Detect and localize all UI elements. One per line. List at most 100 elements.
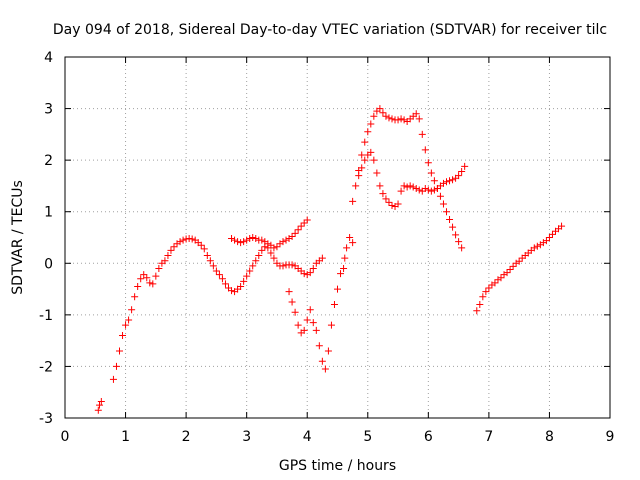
data-point — [143, 274, 151, 282]
data-point — [112, 362, 120, 370]
data-point — [185, 235, 193, 243]
data-point — [140, 271, 148, 279]
data-point — [203, 252, 211, 260]
data-point — [240, 277, 248, 285]
data-point — [379, 190, 387, 198]
data-point — [209, 262, 217, 270]
data-point — [125, 316, 133, 324]
data-point — [188, 235, 196, 243]
y-tick-label: 0 — [44, 256, 53, 272]
data-point — [409, 183, 417, 191]
x-tick-label: 6 — [424, 429, 433, 445]
data-point — [288, 298, 296, 306]
data-point — [503, 269, 511, 277]
grid — [65, 57, 610, 418]
data-point — [394, 116, 402, 124]
data-point — [388, 202, 396, 210]
data-point — [300, 326, 308, 334]
x-tick-label: 3 — [242, 429, 251, 445]
data-point — [270, 244, 278, 252]
data-point — [446, 215, 454, 223]
data-point — [485, 284, 493, 292]
data-point — [318, 357, 326, 365]
data-point — [321, 365, 329, 373]
data-point — [430, 186, 438, 194]
data-point — [382, 112, 390, 120]
data-point — [458, 244, 466, 252]
data-point — [473, 307, 481, 315]
data-point — [300, 219, 308, 227]
data-point — [415, 186, 423, 194]
data-point — [215, 271, 223, 279]
data-point — [312, 326, 320, 334]
y-tick-label: 1 — [44, 205, 53, 221]
data-point — [439, 179, 447, 187]
data-point — [249, 262, 257, 270]
data-point — [294, 226, 302, 234]
data-point — [476, 301, 484, 309]
data-point — [240, 238, 248, 246]
data-point — [303, 216, 311, 224]
data-point — [382, 195, 390, 203]
data-point — [415, 115, 423, 123]
data-point — [376, 105, 384, 113]
x-tick-labels: 0 1 2 3 4 5 6 7 8 9 — [61, 429, 615, 445]
data-point — [388, 115, 396, 123]
data-point — [394, 200, 402, 208]
data-point — [306, 306, 314, 314]
data-point — [349, 239, 357, 247]
data-point — [430, 177, 438, 185]
data-point — [439, 200, 447, 208]
data-point — [373, 169, 381, 177]
data-point — [424, 159, 432, 167]
data-point — [542, 237, 550, 245]
data-point — [237, 282, 245, 290]
x-tick-label: 2 — [182, 429, 191, 445]
data-point — [545, 234, 553, 241]
data-point — [258, 246, 266, 254]
x-tick-label: 1 — [121, 429, 130, 445]
data-point — [176, 238, 184, 246]
data-point — [122, 321, 130, 329]
data-point — [282, 236, 290, 244]
x-tick-label: 9 — [606, 429, 615, 445]
data-point — [443, 208, 450, 216]
data-point — [291, 308, 299, 316]
data-point — [285, 288, 293, 296]
data-point — [231, 236, 239, 244]
data-point — [197, 241, 205, 249]
data-point — [264, 240, 272, 248]
data-point — [334, 285, 341, 293]
data-point — [427, 187, 435, 195]
data-point — [273, 243, 281, 251]
data-point — [455, 238, 463, 246]
data-point — [533, 242, 541, 250]
data-point — [358, 164, 366, 172]
data-point — [479, 293, 487, 301]
data-point — [228, 235, 236, 243]
data-point — [297, 222, 305, 230]
data-point — [206, 257, 214, 265]
y-tick-label: -3 — [39, 411, 53, 427]
x-axis-title: GPS time / hours — [279, 458, 396, 474]
data-point — [343, 244, 351, 252]
data-point — [228, 287, 236, 295]
data-point — [246, 267, 254, 275]
data-point — [446, 177, 454, 185]
data-point — [412, 185, 420, 193]
data-point — [509, 262, 517, 270]
y-tick-label: 4 — [44, 50, 53, 66]
data-point — [370, 156, 378, 164]
plot-frame — [64, 56, 611, 419]
data-point — [212, 267, 220, 275]
data-point — [436, 192, 444, 200]
data-point — [406, 182, 414, 190]
data-point — [303, 316, 311, 324]
data-point — [400, 116, 408, 124]
data-point — [427, 169, 435, 177]
data-point — [270, 254, 278, 262]
data-point — [318, 254, 326, 262]
data-point — [170, 243, 178, 251]
x-tick-label: 4 — [303, 429, 312, 445]
